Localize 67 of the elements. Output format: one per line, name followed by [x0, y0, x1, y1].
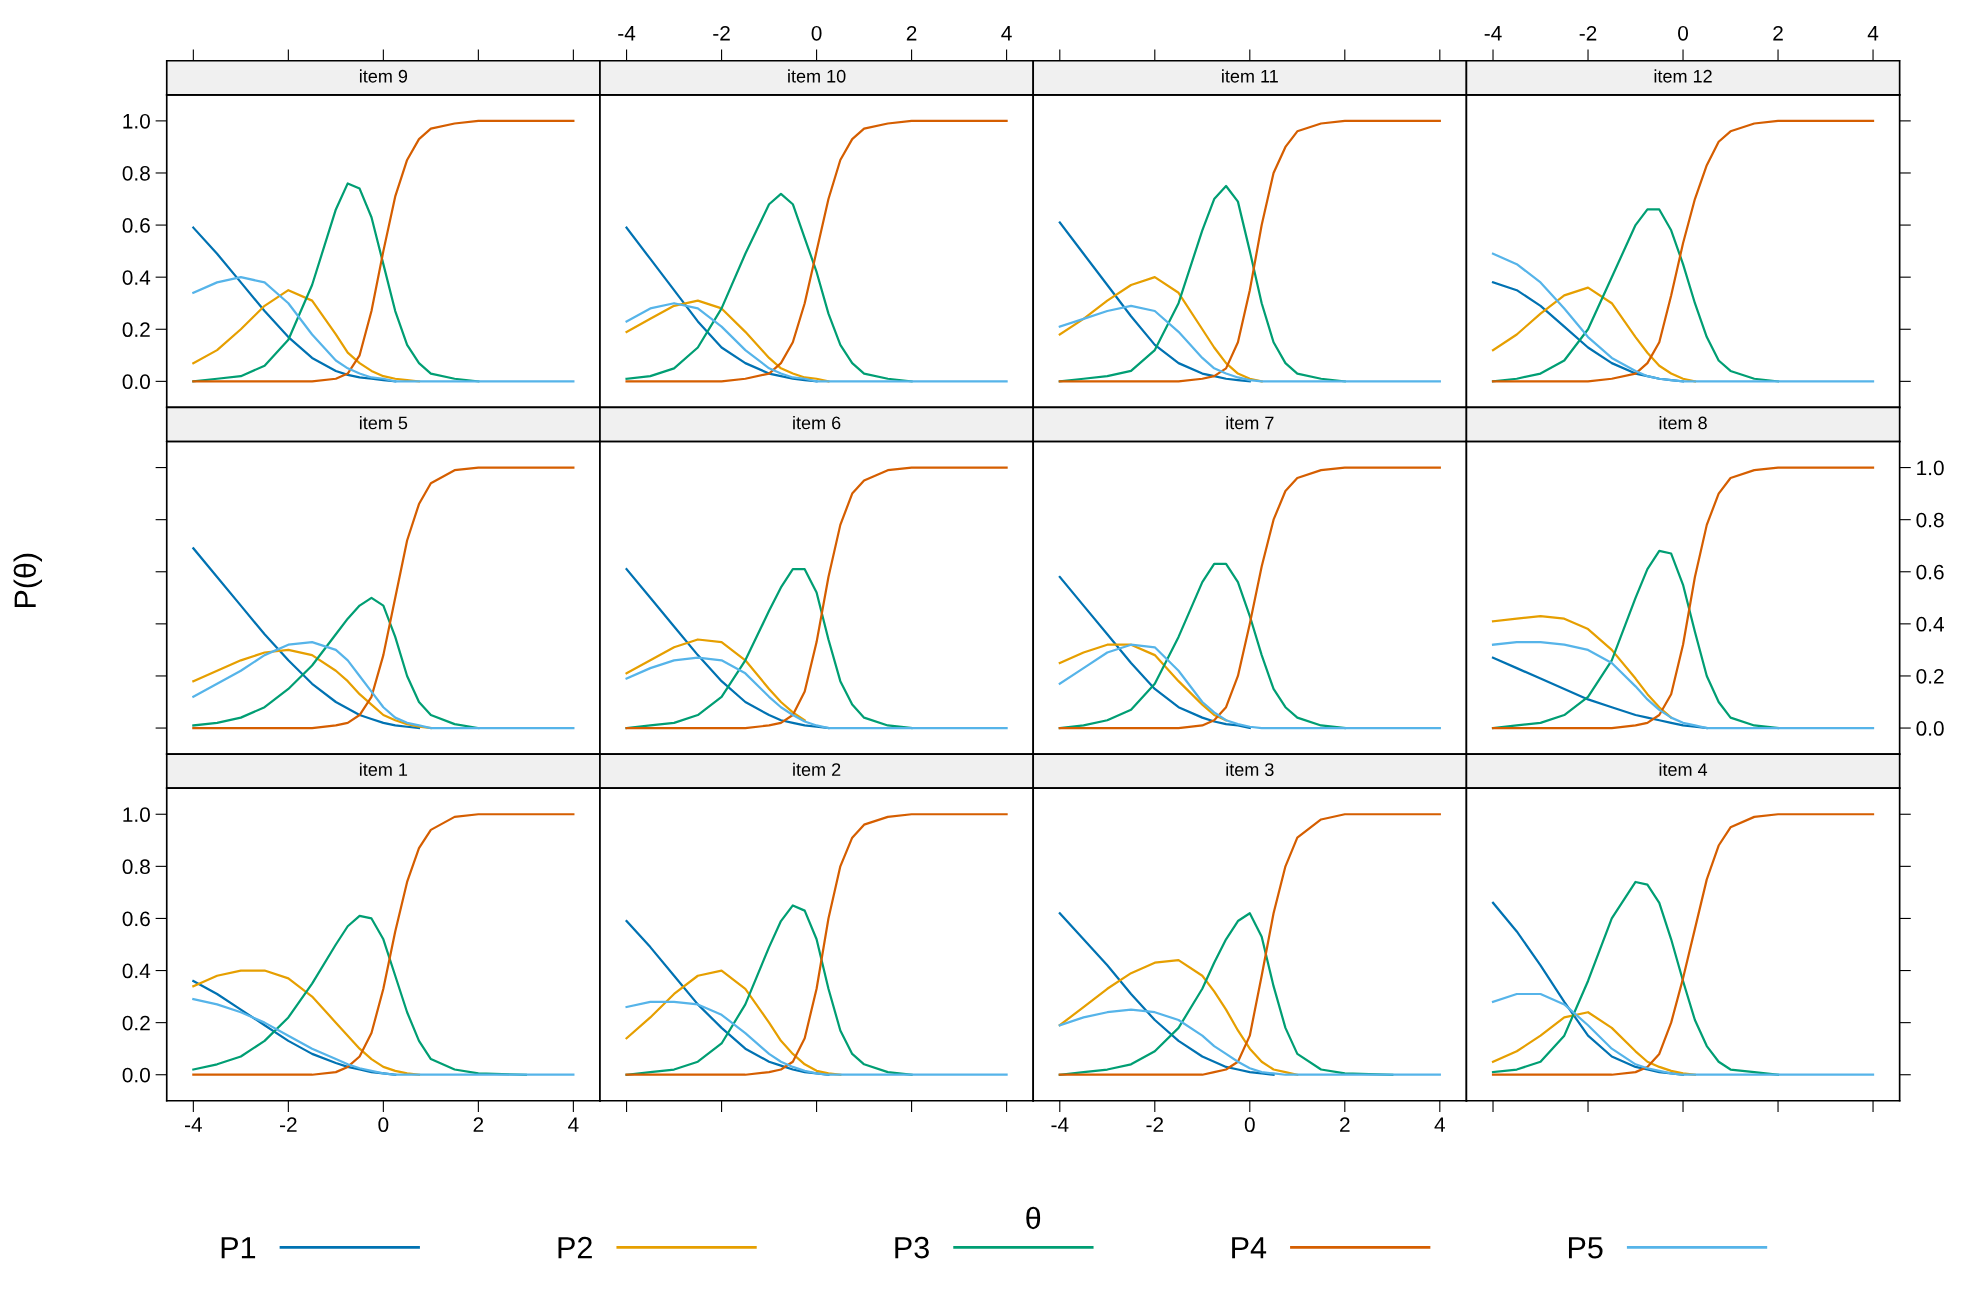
y-tick-label: 0.6	[122, 911, 150, 927]
line-series	[1491, 640, 1875, 730]
line-series	[192, 276, 575, 383]
y-tick-label: 0.0	[1916, 721, 1944, 736]
y-tick-label: 0.8	[122, 165, 150, 181]
chart-title: item 4	[1659, 762, 1708, 776]
x-tick-label: 0	[1244, 1117, 1255, 1133]
chart-title: item 5	[359, 416, 408, 430]
y-tick-label: 0.6	[1916, 564, 1944, 580]
y-tick-label: 0.4	[1916, 616, 1944, 632]
line-series	[1491, 614, 1673, 719]
x-tick-label: -2	[1146, 1117, 1164, 1132]
y-tick-label: 0.0	[122, 1067, 150, 1083]
line-series	[192, 969, 421, 1076]
x-tick-label: 2	[473, 1117, 484, 1132]
x-tick-label: -2	[713, 25, 730, 41]
chart-title: item 1	[359, 762, 408, 776]
chart-title: item 9	[359, 69, 408, 83]
y-tick-label: 0.4	[122, 963, 151, 979]
line-series	[192, 226, 397, 383]
y-tick-label: 0.8	[122, 859, 150, 875]
x-tick-label: 4	[1867, 26, 1879, 41]
x-tick-label: 4	[1001, 26, 1012, 41]
line-series	[1491, 466, 1875, 730]
y-tick-label: 0.0	[122, 374, 150, 390]
x-tick-label: -2	[1579, 25, 1597, 41]
y-tick-label: 1.0	[1917, 460, 1944, 476]
x-tick-label: 2	[1773, 25, 1783, 41]
chart-title: item 12	[1654, 69, 1712, 83]
y-tick-label: 0.2	[122, 322, 150, 338]
line-series	[192, 998, 575, 1076]
y-tick-label: 1.0	[123, 807, 150, 823]
y-tick-label: 1.0	[123, 113, 150, 129]
x-tick-label: 2	[1340, 1117, 1350, 1132]
x-tick-label: 0	[1678, 25, 1689, 41]
line-series	[192, 119, 575, 383]
legend-label: P3	[895, 1236, 929, 1259]
chart-title: item 10	[788, 69, 846, 83]
x-tick-label: -4	[618, 26, 636, 41]
x-axis-title: θ	[1026, 1206, 1041, 1230]
legend-label: P2	[558, 1236, 592, 1259]
chart-title: item 3	[1226, 762, 1274, 776]
y-tick-label: 0.4	[122, 270, 151, 285]
x-tick-label: 0	[811, 25, 822, 41]
y-tick-label: 0.8	[1916, 512, 1944, 528]
x-tick-label: 2	[906, 25, 917, 41]
chart-title: item 7	[1226, 416, 1274, 430]
x-tick-label: 4	[568, 1117, 579, 1132]
chart-title: item 8	[1659, 416, 1707, 430]
x-tick-label: -4	[1051, 1117, 1069, 1132]
chart-title: item 11	[1222, 69, 1278, 83]
line-series	[192, 289, 421, 383]
y-tick-label: 0.2	[122, 1015, 150, 1031]
chart-title: item 2	[793, 762, 841, 776]
line-series	[192, 813, 575, 1076]
chart-title: item 6	[793, 416, 841, 430]
x-tick-label: -4	[185, 1117, 202, 1132]
y-tick-label: 0.2	[1916, 668, 1944, 684]
x-tick-label: 0	[378, 1117, 389, 1133]
legend-label: P5	[1568, 1237, 1603, 1259]
y-axis-title: P(θ)	[13, 553, 43, 608]
y-tick-label: 0.6	[122, 218, 150, 233]
legend-label: P1	[221, 1237, 256, 1259]
x-tick-label: -4	[1484, 26, 1502, 41]
legend-label: P4	[1232, 1237, 1267, 1259]
x-tick-label: 4	[1434, 1117, 1445, 1132]
x-tick-label: -2	[280, 1117, 297, 1132]
